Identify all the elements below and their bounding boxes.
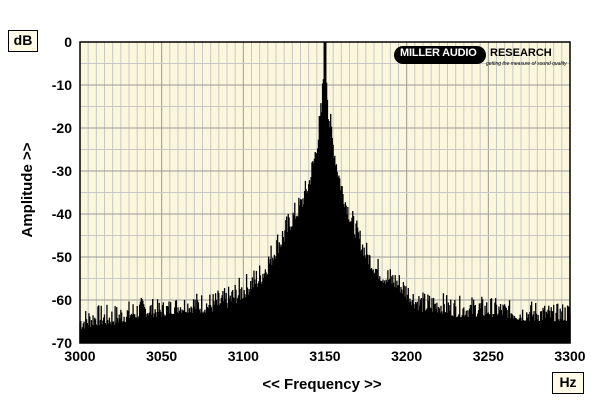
plot-border (79, 41, 571, 344)
x-tick-labels: 3000 3050 3100 3150 3200 3250 3300 (64, 348, 585, 364)
y-tick-label: -30 (52, 163, 72, 179)
plot-frame (79, 41, 571, 344)
x-tick-label: 3200 (391, 348, 422, 364)
logo-brand: MILLER AUDIO (400, 47, 477, 59)
x-tick-label: 3050 (146, 348, 177, 364)
x-unit-label: Hz (552, 372, 584, 394)
y-axis-label: Amplitude >> (19, 142, 36, 237)
miller-audio-research-logo: MILLER AUDIO RESEARCH getting the measur… (394, 44, 572, 68)
logo-tagline: getting the measure of sound quality (486, 61, 567, 67)
x-tick-label: 3000 (64, 348, 95, 364)
x-tick-label: 3250 (473, 348, 504, 364)
x-tick-label: 3100 (228, 348, 259, 364)
x-tick-label: 3300 (554, 348, 585, 364)
y-tick-label: 0 (64, 34, 72, 50)
spectrum-series (79, 42, 571, 343)
y-tick-label: -50 (52, 249, 72, 265)
y-tick-label: -60 (52, 292, 72, 308)
y-tick-label: -70 (52, 335, 72, 351)
x-axis-label: << Frequency >> (262, 376, 381, 393)
logo-brand-2: RESEARCH (490, 47, 552, 59)
y-tick-label: -10 (52, 77, 72, 93)
y-tick-label: -20 (52, 120, 72, 136)
y-tick-label: -40 (52, 206, 72, 222)
x-tick-label: 3150 (309, 348, 340, 364)
y-unit-label: dB (8, 30, 38, 52)
logo-pill (394, 46, 486, 64)
y-tick-labels: 0 -10 -20 -30 -40 -50 -60 -70 (52, 34, 72, 351)
